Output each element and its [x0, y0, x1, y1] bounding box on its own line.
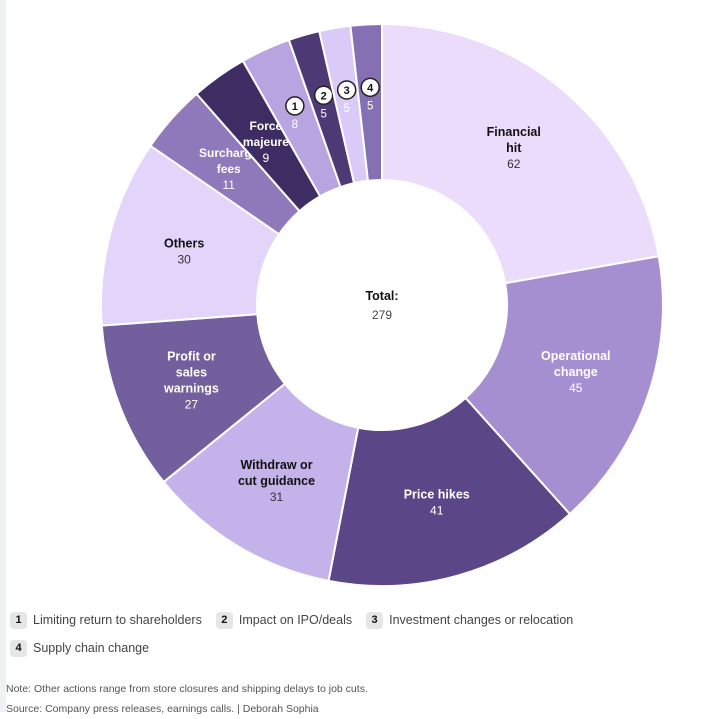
- slice-label-group: 35: [336, 80, 357, 115]
- slice-badge-number: 2: [321, 90, 327, 102]
- slice-label-group: Operational change 45: [541, 349, 610, 395]
- slice-value: 5: [367, 100, 373, 112]
- slice-value: 11: [222, 178, 235, 192]
- center-label: Total:: [365, 289, 398, 303]
- donut-slice: [349, 22, 383, 182]
- donut-slice: [464, 255, 664, 516]
- slice-badge-number: 1: [292, 101, 298, 113]
- chart-source: Source: Company press releases, earnings…: [6, 703, 319, 715]
- legend-item: 1 Limiting return to shareholders: [10, 611, 202, 629]
- legend-label: Impact on IPO/deals: [238, 613, 353, 627]
- slice-label-group: Surcharge fees 11: [199, 146, 259, 192]
- slice-badge-number: 3: [344, 85, 350, 97]
- slice-label: Surcharge fees 11: [199, 146, 259, 192]
- slice-value: 9: [263, 151, 270, 165]
- slice-label-group: 25: [313, 85, 334, 120]
- donut-chart: Financial hit 62 Operational change 45 Price h…: [100, 22, 664, 587]
- slice-label: Withdraw or cut guidance 31: [238, 458, 315, 504]
- legend-row: 4 Supply chain change: [10, 637, 710, 659]
- legend-label: Limiting return to shareholders: [33, 613, 202, 627]
- slice-label-group: Others 30: [164, 236, 204, 266]
- slice-value: 5: [320, 108, 326, 120]
- slice-badge: [313, 85, 334, 106]
- donut-slice: [327, 396, 572, 587]
- slice-label-group: Profit or sales warnings 27: [163, 350, 219, 412]
- slice-badge: [360, 77, 380, 98]
- left-rail: [0, 0, 6, 712]
- slice-badge: [336, 80, 357, 100]
- legend-label: Supply chain change: [33, 641, 150, 655]
- legend-badge: 2: [215, 611, 233, 629]
- legend-item: 2 Impact on IPO/deals: [215, 611, 353, 629]
- legend-badge: 1: [10, 611, 27, 629]
- legend-badge: 3: [366, 611, 384, 629]
- slice-label: Operational change 45: [541, 349, 610, 395]
- legend-item: 3 Investment changes or relocation: [366, 611, 574, 629]
- donut-slice: [162, 382, 360, 583]
- legend: 1 Limiting return to shareholders 2 Impa…: [10, 609, 710, 665]
- slice-value: 8: [292, 119, 298, 131]
- slice-value: 30: [177, 252, 191, 266]
- slice-label-group: Force majeure 9: [243, 119, 289, 165]
- slice-value: 31: [270, 490, 284, 504]
- slice-value: 27: [185, 398, 199, 412]
- slice-value: 62: [507, 157, 521, 171]
- slice-badge: [285, 96, 305, 116]
- slice-label: Financial hit 62: [487, 125, 541, 171]
- slice-label-group: Financial hit 62: [487, 125, 541, 171]
- chart-note: Note: Other actions range from store clo…: [6, 683, 368, 695]
- slice-value: 45: [569, 381, 583, 395]
- notes: Note: Other actions range from store clo…: [6, 679, 711, 719]
- slice-badge-number: 4: [367, 82, 374, 94]
- slice-label: Price hikes 41: [404, 488, 470, 518]
- donut-slice: [381, 22, 660, 285]
- legend-item: 4 Supply chain change: [10, 639, 150, 657]
- slice-value: 41: [430, 504, 444, 518]
- legend-badge: 4: [10, 639, 27, 657]
- slice-label: Others 30: [164, 236, 204, 266]
- slice-label-group: Withdraw or cut guidance 31: [238, 458, 315, 504]
- slice-value: 5: [343, 103, 349, 115]
- legend-label: Investment changes or relocation: [389, 613, 574, 627]
- slice-label-group: 45: [360, 77, 380, 112]
- slice-label-group: 18: [285, 96, 305, 131]
- center-total: 279: [372, 308, 392, 322]
- slice-label-group: Price hikes 41: [404, 488, 470, 518]
- legend-row: 1 Limiting return to shareholders 2 Impa…: [10, 609, 710, 631]
- slice-label: Profit or sales warnings 27: [163, 350, 219, 412]
- slice-label: Force majeure 9: [243, 119, 289, 165]
